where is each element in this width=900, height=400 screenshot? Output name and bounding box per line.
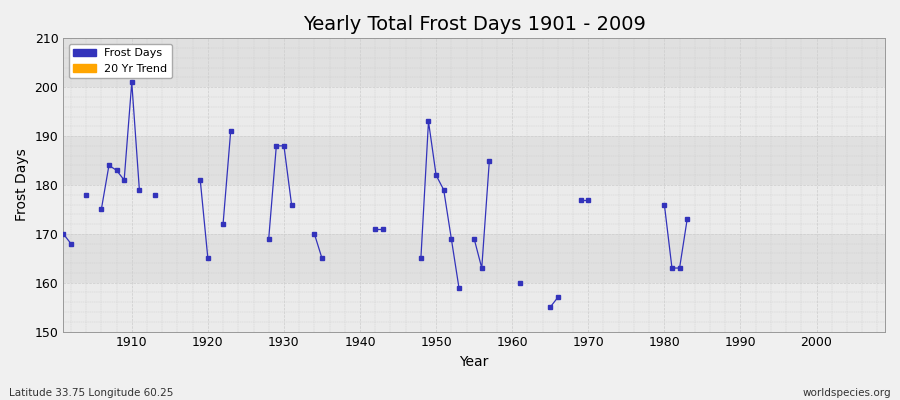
Y-axis label: Frost Days: Frost Days: [15, 148, 29, 221]
Bar: [63, 136, 885, 185]
Bar: [63, 234, 885, 283]
Text: worldspecies.org: worldspecies.org: [803, 388, 891, 398]
Text: Latitude 33.75 Longitude 60.25: Latitude 33.75 Longitude 60.25: [9, 388, 174, 398]
Bar: [63, 283, 885, 332]
X-axis label: Year: Year: [460, 355, 489, 369]
Bar: [63, 87, 885, 136]
Bar: [63, 185, 885, 234]
Legend: Frost Days, 20 Yr Trend: Frost Days, 20 Yr Trend: [68, 44, 172, 78]
Title: Yearly Total Frost Days 1901 - 2009: Yearly Total Frost Days 1901 - 2009: [302, 15, 645, 34]
Bar: [63, 38, 885, 87]
